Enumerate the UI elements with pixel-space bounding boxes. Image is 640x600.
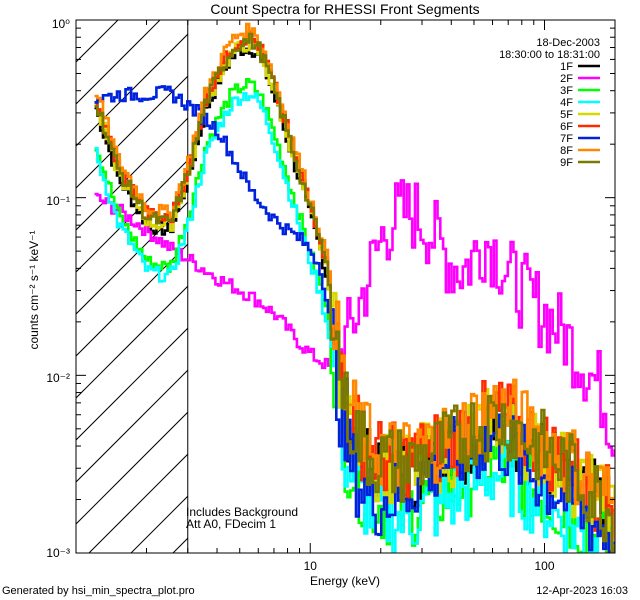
y-tick-label-0.001: 10⁻³: [46, 546, 70, 560]
legend-label-5F: 5F: [560, 109, 573, 121]
series-line-4F: [94, 92, 614, 553]
chart-title: Count Spectra for RHESSI Front Segments: [210, 1, 479, 17]
footer-generated-by: Generated by hsi_min_spectra_plot.pro: [2, 585, 195, 597]
hatch-line: [88, 453, 188, 553]
x-tick-label-10: 10: [304, 559, 318, 573]
annotation-attenuator: Att A0, FDecim 1: [186, 517, 276, 531]
hatch-line: [76, 243, 188, 357]
series-lines: [94, 22, 615, 553]
footer-timestamp: 12-Apr-2023 16:03: [536, 585, 628, 597]
y-tick-label-0.01: 10⁻²: [46, 371, 70, 385]
series-line-7F: [94, 85, 615, 553]
hatch-line: [76, 369, 188, 483]
hatch-line: [76, 33, 188, 147]
legend-label-2F: 2F: [560, 73, 573, 85]
y-tick-label-0.1: 10⁻¹: [46, 194, 70, 208]
legend-label-8F: 8F: [560, 145, 573, 157]
legend-label-6F: 6F: [560, 121, 573, 133]
y-tick-label-1: 10⁰: [52, 17, 70, 31]
x-axis-label: Energy (keV): [310, 574, 380, 588]
hatch-line: [76, 201, 188, 315]
hatch-line: [76, 411, 188, 525]
annotation-background: Includes Background: [186, 505, 298, 519]
plot-frame: [75, 19, 616, 554]
series-line-9F: [94, 32, 615, 553]
legend-time-range: 18:30:00 to 18:31:00: [499, 49, 600, 61]
legend-label-1F: 1F: [560, 61, 573, 73]
legend-label-4F: 4F: [560, 97, 573, 109]
x-tick-label-100: 100: [534, 559, 554, 573]
y-axis-label: counts cm⁻² s⁻¹ keV⁻¹: [27, 230, 41, 349]
legend-label-3F: 3F: [560, 85, 573, 97]
legend-date: 18-Dec-2003: [536, 37, 600, 49]
legend-label-9F: 9F: [560, 157, 573, 169]
legend-label-7F: 7F: [560, 133, 573, 145]
series-line-2F: [94, 179, 615, 457]
axis-ticks: [75, 19, 616, 554]
hatch-line: [76, 75, 188, 189]
